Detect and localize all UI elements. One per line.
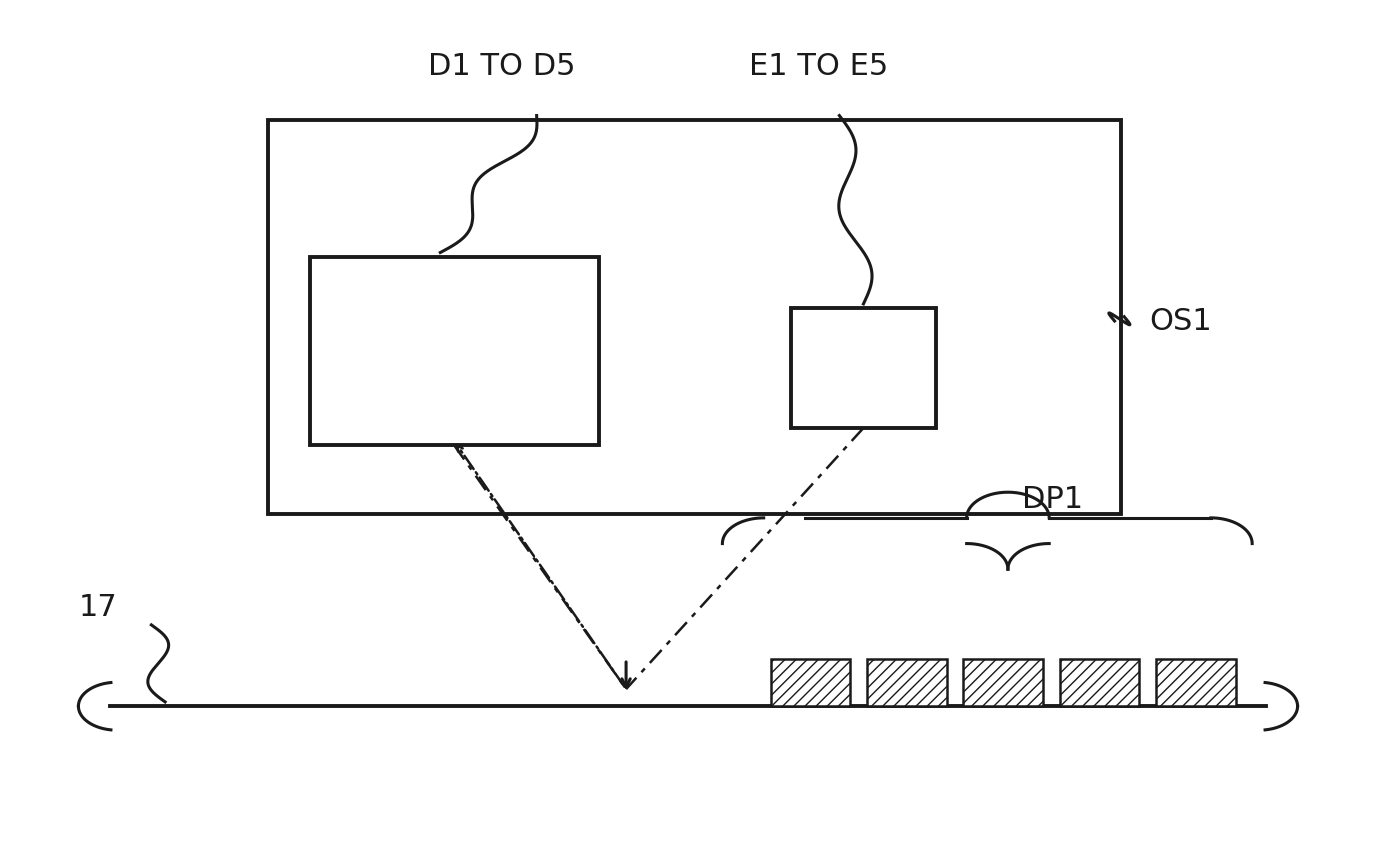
Text: D1 TO D5: D1 TO D5 <box>428 52 577 81</box>
Bar <box>268 120 1121 514</box>
Bar <box>310 257 599 445</box>
Bar <box>1060 659 1139 706</box>
Text: E1 TO E5: E1 TO E5 <box>749 52 889 81</box>
Bar <box>771 659 850 706</box>
Text: OS1: OS1 <box>1149 306 1212 336</box>
Bar <box>791 308 936 428</box>
Bar <box>1156 659 1236 706</box>
Text: 17: 17 <box>78 593 117 622</box>
Bar <box>963 659 1043 706</box>
Text: DP1: DP1 <box>1022 484 1083 514</box>
Bar <box>867 659 947 706</box>
